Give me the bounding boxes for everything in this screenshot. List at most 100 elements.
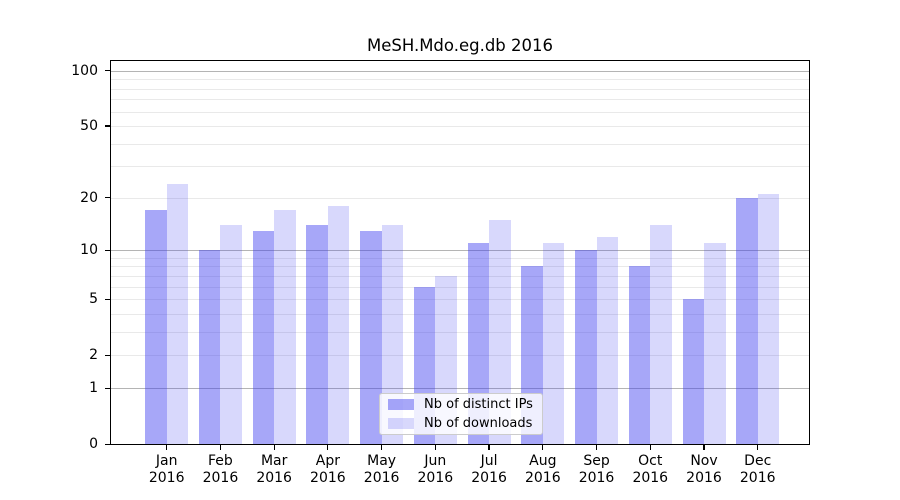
y-tick-label-10: 10 <box>80 242 98 259</box>
gridline-100 <box>110 70 810 72</box>
y-tick-mark-5 <box>105 298 110 300</box>
gridline-40 <box>110 143 810 145</box>
bar-downloads-jan <box>166 183 189 445</box>
bar-distinct-ips-feb <box>198 250 221 445</box>
x-tick-label-jun: Jun 2016 <box>403 453 467 487</box>
x-tick-mark-mar <box>273 445 275 450</box>
y-tick-mark-10 <box>105 249 110 251</box>
y-tick-label-50: 50 <box>80 118 98 134</box>
x-tick-month: Mar <box>260 453 288 469</box>
bar-downloads-nov <box>704 243 726 445</box>
bar-downloads-aug <box>542 243 565 445</box>
x-tick-month: May <box>367 453 397 469</box>
x-tick-label-oct: Oct 2016 <box>618 453 682 487</box>
x-tick-year: 2016 <box>686 470 722 486</box>
bar-distinct-ips-dec <box>736 197 758 445</box>
x-tick-year: 2016 <box>256 470 292 486</box>
gridline-5 <box>110 299 810 301</box>
gridline-3 <box>110 332 810 334</box>
gridline-50 <box>110 126 810 127</box>
gridline-60 <box>110 111 810 113</box>
bar-distinct-ips-nov <box>682 299 704 445</box>
x-tick-label-dec: Dec 2016 <box>726 453 790 487</box>
legend-label-downloads: Nb of downloads <box>424 415 533 431</box>
y-tick-mark-100 <box>105 70 110 72</box>
gridline-4 <box>110 314 810 315</box>
x-tick-month: Dec <box>744 453 772 469</box>
bar-distinct-ips-apr <box>306 225 328 445</box>
bar-downloads-jul <box>489 219 511 445</box>
x-tick-month: Apr <box>315 453 340 469</box>
y-tick-mark-1 <box>105 387 110 389</box>
legend: Nb of distinct IPs Nb of downloads <box>379 393 543 435</box>
y-tick-mark-20 <box>105 197 110 199</box>
x-tick-mark-may <box>381 445 383 450</box>
bar-distinct-ips-oct <box>628 266 651 445</box>
bar-distinct-ips-may <box>360 230 382 445</box>
x-tick-label-jan: Jan 2016 <box>135 453 199 487</box>
bar-downloads-dec <box>757 194 780 445</box>
x-tick-month: Feb <box>208 453 233 469</box>
y-tick-mark-0 <box>105 443 110 445</box>
x-tick-year: 2016 <box>739 470 776 486</box>
gridline-1 <box>110 388 810 390</box>
bar-distinct-ips-jan <box>145 210 167 445</box>
gridline-10 <box>110 250 810 252</box>
plot-area <box>110 60 810 445</box>
x-tick-mark-sep <box>595 445 598 450</box>
y-tick-mark-50 <box>105 125 110 127</box>
gridline-8 <box>110 266 810 268</box>
x-tick-mark-jan <box>166 445 168 450</box>
x-tick-year: 2016 <box>417 470 454 486</box>
x-tick-year: 2016 <box>578 470 615 486</box>
x-tick-label-aug: Aug 2016 <box>511 453 575 487</box>
x-tick-label-apr: Apr 2016 <box>296 453 360 487</box>
x-tick-month: Jan <box>155 453 178 469</box>
gridline-90 <box>110 79 810 81</box>
x-tick-year: 2016 <box>202 470 239 486</box>
x-tick-month: Nov <box>690 453 718 469</box>
gridline-7 <box>110 275 810 277</box>
gridline-80 <box>110 88 810 90</box>
bar-downloads-sep <box>596 236 619 445</box>
x-tick-mark-apr <box>327 445 329 450</box>
legend-item-distinct-ips: Nb of distinct IPs <box>388 396 534 413</box>
x-tick-label-feb: Feb 2016 <box>188 453 252 487</box>
x-tick-month: Sep <box>583 453 610 469</box>
gridline-70 <box>110 99 810 101</box>
bar-distinct-ips-sep <box>575 250 597 445</box>
x-tick-year: 2016 <box>632 470 669 486</box>
gridline-30 <box>110 166 810 168</box>
y-tick-label-100: 100 <box>71 62 98 79</box>
x-tick-mark-feb <box>219 445 222 450</box>
x-tick-mark-dec <box>757 445 759 450</box>
x-tick-month: Jun <box>424 453 447 469</box>
bar-downloads-feb <box>220 225 242 445</box>
x-tick-month: Jul <box>480 453 498 469</box>
chart-title: MeSH.Mdo.eg.db 2016 <box>366 36 554 55</box>
gridline-9 <box>110 257 810 259</box>
y-tick-label-2: 2 <box>89 347 98 364</box>
y-tick-label-1: 1 <box>89 380 98 397</box>
legend-swatch-downloads <box>388 417 414 429</box>
x-tick-year: 2016 <box>471 470 507 486</box>
y-tick-label-20: 20 <box>80 189 98 206</box>
x-tick-mark-nov <box>703 445 705 450</box>
x-tick-label-sep: Sep 2016 <box>565 453 629 487</box>
bar-downloads-oct <box>650 225 672 445</box>
x-tick-label-jul: Jul 2016 <box>457 453 521 487</box>
x-tick-year: 2016 <box>310 470 346 486</box>
x-tick-year: 2016 <box>148 470 185 486</box>
x-tick-mark-oct <box>649 445 651 450</box>
x-tick-label-mar: Mar 2016 <box>242 453 306 487</box>
bar-downloads-apr <box>327 205 350 445</box>
x-tick-year: 2016 <box>363 470 400 486</box>
legend-swatch-distinct-ips <box>388 399 414 411</box>
bar-distinct-ips-mar <box>252 230 275 445</box>
gridline-6 <box>110 286 810 288</box>
bar-downloads-may <box>381 225 404 445</box>
x-tick-year: 2016 <box>524 470 561 486</box>
bar-downloads-mar <box>274 210 296 445</box>
x-tick-mark-aug <box>542 445 544 450</box>
